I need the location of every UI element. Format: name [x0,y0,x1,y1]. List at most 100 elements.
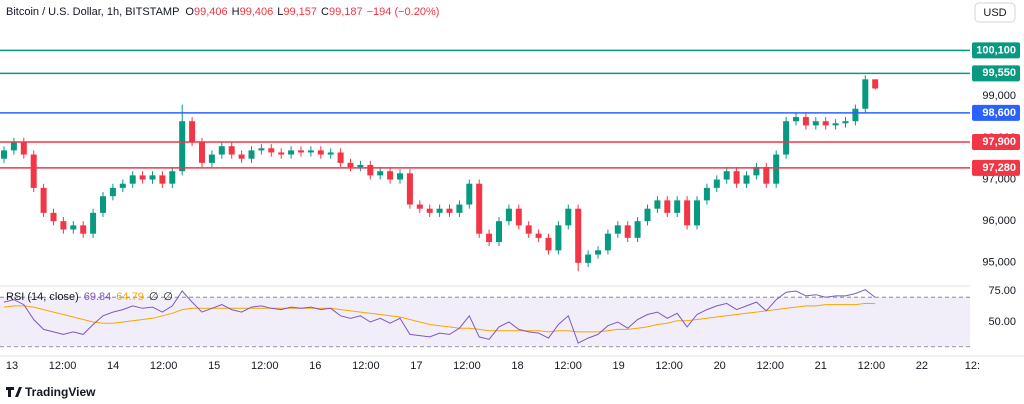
currency[interactable]: USD [983,7,1006,19]
candle-body [357,164,364,168]
candle-body [822,121,829,126]
candle-body [337,152,344,163]
x-tick-label: 14 [107,360,119,372]
ohlc-value: 99,406 [194,6,228,18]
candle-body [347,162,354,168]
rsi-tick-label: 75.00 [988,285,1016,297]
x-tick-label: 19 [612,360,624,372]
candle-body [258,148,265,151]
candle-body [307,150,314,153]
level-label-box [972,134,1020,151]
symbol: Bitcoin / U.S. Dollar, 1h, BITSTAMP [6,6,179,18]
rsi-title: RSI (14, close) [6,291,79,303]
x-tick-label: 13 [6,360,18,372]
candle-body [733,171,740,184]
x-tick-label: 12:00 [251,360,279,372]
candle-body [268,148,275,153]
candle-body [10,142,17,151]
candle-body [189,121,196,143]
candle-body [614,225,621,234]
rsi-extra: ∅ [163,291,173,303]
candle-body [169,171,176,184]
candle-body [466,183,473,205]
candle-body [426,208,433,213]
candle-body [288,150,295,155]
candle-body [763,167,770,184]
candle-body [832,123,839,126]
rsi-line [3,289,876,344]
candle-body [40,187,47,213]
currency-box[interactable] [974,2,1016,23]
y-tick-label: 97,000 [982,173,1016,185]
candle-body [228,146,235,155]
y-tick-label: 95,000 [982,257,1016,269]
candle-body [595,250,601,255]
level-label: 97,280 [982,162,1016,174]
x-tick-label: 18 [511,360,523,372]
candle-body [416,204,423,209]
candle-body [604,233,611,251]
rsi-line [3,302,876,333]
x-tick-label: 12:00 [655,360,683,372]
candle-body [139,175,146,180]
candle-body [30,154,37,188]
candle-body [862,79,869,109]
candle-body [456,204,463,213]
ohlc-key: H [232,6,240,18]
y-tick-label: 96,000 [982,215,1016,227]
ohlc-key: O [185,6,194,18]
x-tick-label: 20 [714,360,726,372]
candle-body [535,233,542,238]
candle-body [397,173,403,180]
level-label: 100,100 [976,44,1016,56]
x-tick-label: 16 [309,360,321,372]
candle-body [802,117,809,126]
candle-body [159,175,166,184]
rsi-legend: RSI (14, close) 69.84 64.79 ∅ ∅ [6,291,173,303]
candle-body [149,175,156,180]
logo: TradingView [6,385,96,399]
candle-body [496,221,502,243]
level-label-box [972,42,1020,59]
level-label-box [972,159,1020,176]
level-label: 99,550 [982,67,1016,79]
candle-body [317,150,324,155]
x-tick-label: 12:00 [352,360,380,372]
candle-body [852,108,859,122]
x-tick-label: 22 [916,360,928,372]
candle-body [50,212,57,222]
candle-body [476,183,483,234]
rsi-value: 64.79 [116,291,144,303]
candle-body [664,200,671,213]
candle-body [100,196,106,213]
candle-body [842,121,849,124]
candle-body [248,150,255,159]
x-tick-label: 12:00 [858,360,886,372]
level-label-box [972,65,1020,82]
candle-body [436,208,443,213]
candle-body [703,187,710,201]
ohlc-value: 99,406 [240,6,274,18]
y-tick-label: 99,000 [982,90,1016,102]
candle-body [713,179,720,188]
x-tick-label: 12:00 [49,360,77,372]
candle-body [644,208,651,222]
candle-body [446,208,453,213]
candle-body [783,121,790,155]
x-tick-label: 12:00 [453,360,481,372]
header: Bitcoin / U.S. Dollar, 1h, BITSTAMP O99,4… [6,6,439,18]
candle-body [545,237,552,251]
brand: TradingView [25,385,96,399]
candle-body [505,208,512,222]
candle-body [753,167,760,176]
candle-body [674,200,681,213]
candle-body [624,225,631,238]
candle-body [208,154,215,163]
candle-body [872,79,879,89]
ohlc-key: L [277,6,283,18]
candle-body [555,225,562,251]
candle-body [387,171,394,180]
candle-body [238,154,245,159]
